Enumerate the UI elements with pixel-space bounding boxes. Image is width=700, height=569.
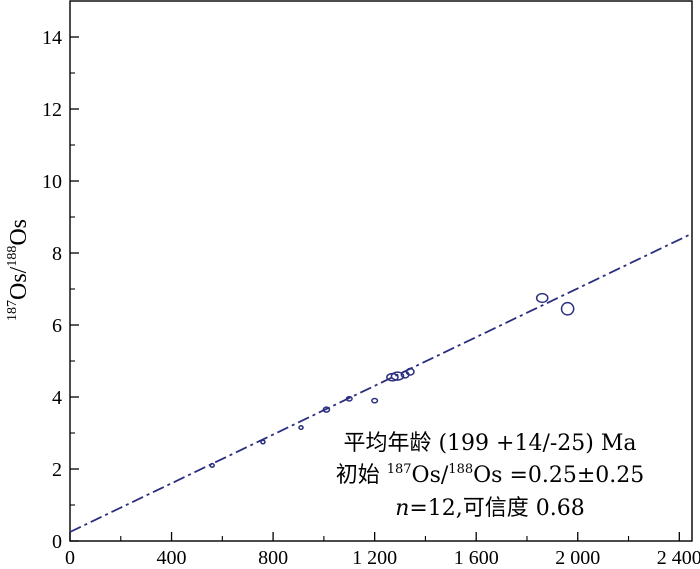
data-point-ellipse (535, 292, 549, 304)
data-point-ellipse (560, 301, 575, 316)
data-point-ellipse (209, 462, 215, 468)
x-tick-label: 2 000 (555, 547, 600, 569)
data-point-ellipse (390, 371, 405, 381)
annotation-n-symbol: n (395, 496, 409, 521)
y-axis-title-main1: Os/ (6, 266, 32, 300)
y-axis-title-sup2: 188 (5, 246, 20, 267)
y-tick-label: 10 (42, 171, 62, 193)
annotation-initial-ratio: 初始 187Os/188Os =0.25±0.25 (336, 462, 645, 488)
y-tick-label: 0 (52, 531, 62, 553)
x-tick-label: 400 (157, 547, 187, 569)
y-axis-title-main2: Os (6, 219, 32, 246)
y-tick-label: 2 (52, 459, 62, 481)
data-point-ellipse (371, 397, 379, 404)
y-axis-title-sup1: 187 (5, 300, 20, 321)
annotation-count-confidence: n=12,可信度 0.68 (395, 496, 585, 521)
x-axis-ticks (69, 532, 680, 541)
annotation-age: 平均年龄 (199 +14/-25) Ma (343, 431, 636, 456)
y-axis-ticks (70, 36, 79, 542)
data-point-ellipses (209, 292, 575, 468)
data-point-ellipse (322, 406, 331, 413)
x-tick-label: 0 (65, 547, 75, 569)
plot-frame (69, 0, 693, 542)
annotation-initial-mid: Os/ (412, 463, 449, 488)
y-tick-label: 8 (52, 243, 62, 265)
x-tick-label: 2 400 (657, 547, 700, 569)
data-point-ellipse (260, 439, 266, 445)
y-axis-tick-labels: 0 2 4 6 8 10 12 14 (42, 27, 62, 553)
annotation-initial-sup2: 188 (448, 462, 473, 477)
annotation-initial-post: Os =0.25±0.25 (473, 463, 644, 488)
y-tick-label: 6 (52, 315, 62, 337)
x-tick-label: 1 600 (454, 547, 499, 569)
annotation-initial-pre: 初始 (336, 463, 387, 488)
y-tick-label: 4 (52, 387, 62, 409)
x-tick-label: 1 200 (352, 547, 397, 569)
y-axis-title: 187Os/188Os (5, 219, 32, 321)
x-axis-tick-labels: 0 400 800 1 200 1 600 2 000 2 400 (65, 547, 700, 569)
annotation-initial-sup1: 187 (387, 462, 412, 477)
data-point-ellipse (345, 395, 353, 402)
data-point-ellipse (405, 367, 415, 376)
y-tick-label: 12 (42, 99, 62, 121)
y-tick-label: 14 (42, 27, 62, 49)
data-point-ellipse (298, 425, 304, 431)
x-tick-label: 800 (258, 547, 288, 569)
annotation-count-rest: =12,可信度 0.68 (409, 496, 584, 521)
